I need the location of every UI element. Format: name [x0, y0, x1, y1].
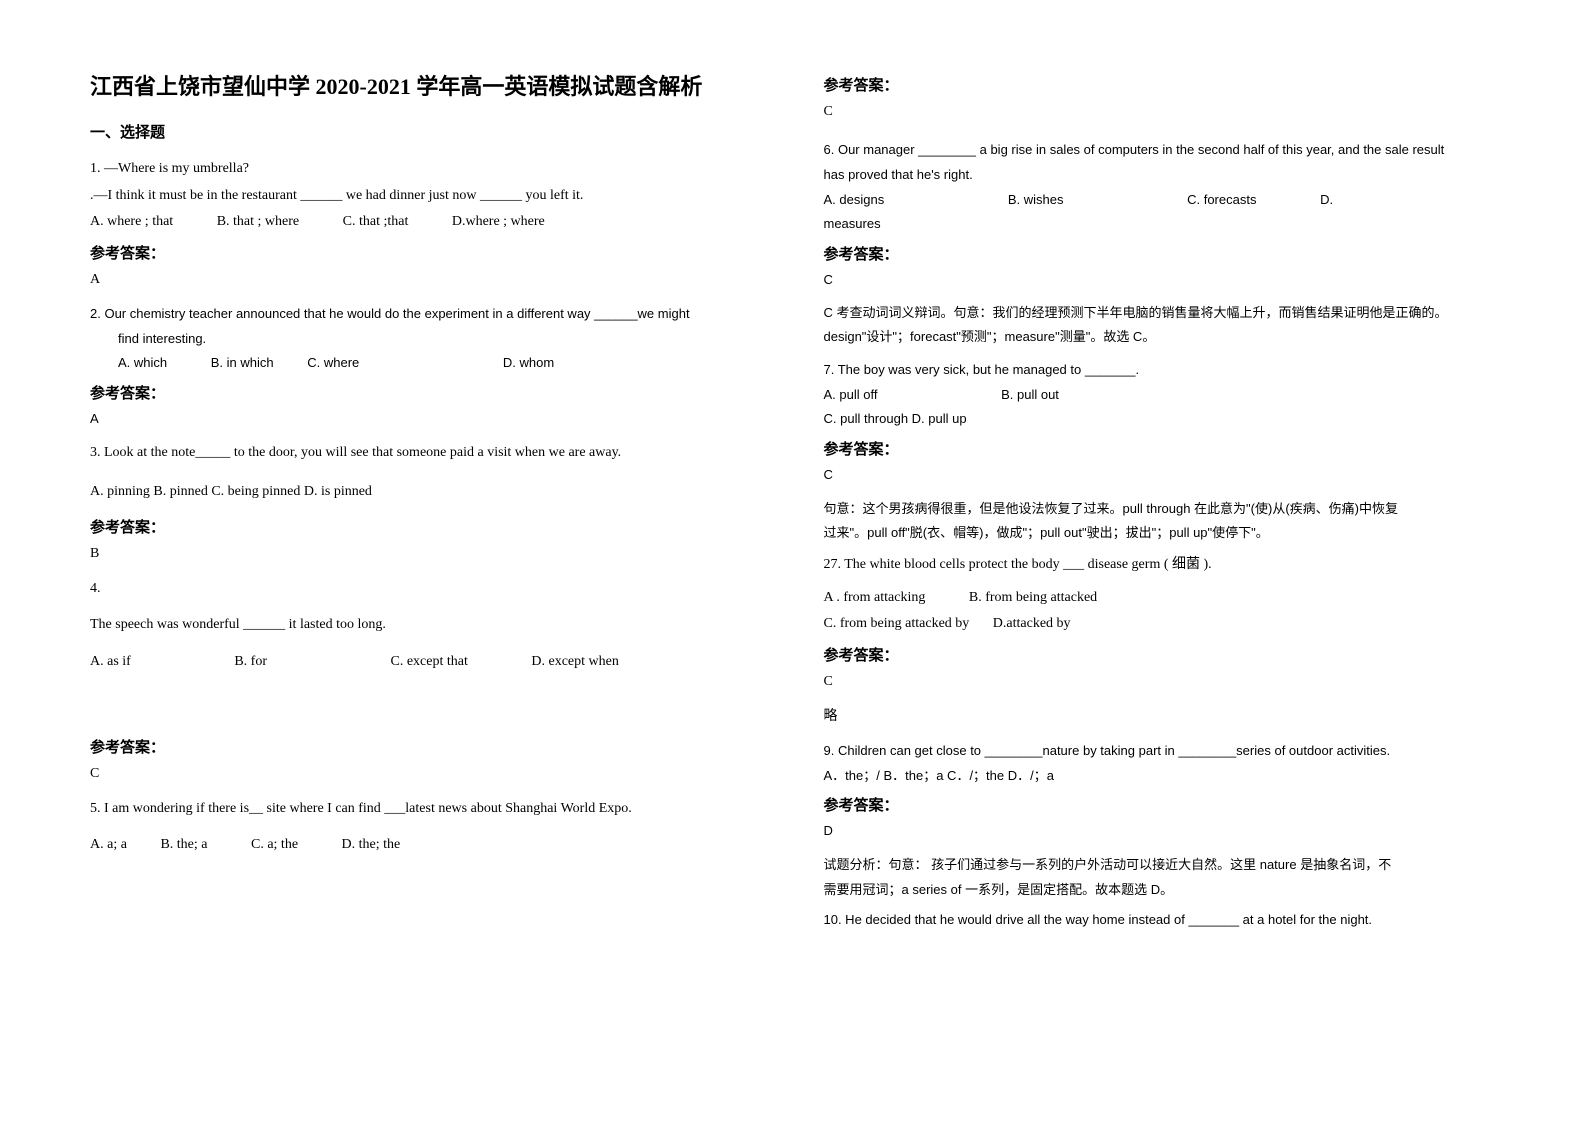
q7-line1: 7. The boy was very sick, but he managed…: [824, 358, 1498, 383]
q5-answer: C: [824, 99, 1498, 124]
q7-options-row1: A. pull off B. pull out: [824, 383, 1498, 408]
q9-options: A．the；/ B．the；a C．/；the D．/；a: [824, 764, 1498, 789]
q7-options-row2: C. pull through D. pull up: [824, 407, 1498, 432]
q2-line2: find interesting.: [90, 327, 764, 352]
q4-line1: The speech was wonderful ______ it laste…: [90, 612, 764, 639]
section-header-1: 一、选择题: [90, 121, 764, 142]
q4-opt-b: B. for: [234, 649, 267, 676]
q27-opt-b: B. from being attacked: [969, 585, 1097, 612]
q1-opt-a: A. where ; that: [90, 209, 173, 236]
q27-opt-c: C. from being attacked by: [824, 611, 970, 638]
q7-opt-b: B. pull out: [1001, 383, 1059, 408]
question-7: 7. The boy was very sick, but he managed…: [824, 358, 1498, 432]
q1-line1: 1. —Where is my umbrella?: [90, 156, 764, 183]
q2-opt-a: A. which: [118, 351, 167, 376]
q3-options: A. pinning B. pinned C. being pinned D. …: [90, 479, 764, 506]
q6-opt-c: C. forecasts: [1187, 188, 1256, 213]
q6-options: A. designs B. wishes C. forecasts D.: [824, 188, 1498, 213]
q7-explanation-1: 句意：这个男孩病得很重，但是他设法恢复了过来。pull through 在此意为…: [824, 497, 1498, 522]
q4-answer-label: 参考答案：: [90, 736, 764, 757]
question-1: 1. —Where is my umbrella? .—I think it m…: [90, 156, 764, 236]
q4-opt-d: D. except when: [531, 649, 618, 676]
q1-answer-label: 参考答案：: [90, 242, 764, 263]
q4-opt-c: C. except that: [391, 649, 468, 676]
q7-explanation-2: 过来"。pull off"脱(衣、帽等)，做成"；pull out"驶出；拔出"…: [824, 521, 1498, 546]
q4-options: A. as if B. for C. except that D. except…: [90, 649, 764, 676]
q3-answer: B: [90, 541, 764, 566]
q1-opt-b: B. that ; where: [217, 209, 299, 236]
q6-opt-a: A. designs: [824, 188, 885, 213]
q1-opt-d: D.where ; where: [452, 209, 545, 236]
q2-answer-label: 参考答案：: [90, 382, 764, 403]
q6-answer: C: [824, 268, 1498, 291]
q27-options-row1: A . from attacking B. from being attacke…: [824, 585, 1498, 612]
q6-opt-b: B. wishes: [1008, 188, 1064, 213]
q6-line1: 6. Our manager ________ a big rise in sa…: [824, 138, 1498, 163]
q27-explanation: 略: [824, 704, 1498, 729]
q5-opt-a: A. a; a: [90, 832, 127, 859]
q4-answer: C: [90, 761, 764, 786]
q1-opt-c: C. that ;that: [343, 209, 409, 236]
question-5: 5. I am wondering if there is__ site whe…: [90, 796, 764, 859]
question-2: 2. Our chemistry teacher announced that …: [90, 302, 764, 376]
q27-opt-d: D.attacked by: [993, 611, 1071, 638]
q27-opt-a: A . from attacking: [824, 585, 926, 612]
q2-line1: 2. Our chemistry teacher announced that …: [90, 302, 764, 327]
q2-opt-b: B. in which: [211, 351, 274, 376]
q9-answer-label: 参考答案：: [824, 794, 1498, 815]
q2-answer: A: [90, 407, 764, 430]
q9-line1: 9. Children can get close to ________nat…: [824, 739, 1498, 764]
q2-opt-d: D. whom: [503, 351, 554, 376]
q27-answer: C: [824, 669, 1498, 694]
question-10: 10. He decided that he would drive all t…: [824, 908, 1498, 933]
q7-answer-label: 参考答案：: [824, 438, 1498, 459]
q6-opt-d: D.: [1320, 188, 1333, 213]
q2-options: A. which B. in which C. where D. whom: [90, 351, 764, 376]
question-4: 4. The speech was wonderful ______ it la…: [90, 576, 764, 676]
q3-line1: 3. Look at the note_____ to the door, yo…: [90, 440, 764, 467]
q4-opt-a: A. as if: [90, 649, 131, 676]
q27-line1: 27. The white blood cells protect the bo…: [824, 552, 1498, 579]
q6-line2: has proved that he's right.: [824, 163, 1498, 188]
q1-options: A. where ; that B. that ; where C. that …: [90, 209, 764, 236]
q1-line2: .—I think it must be in the restaurant _…: [90, 183, 764, 210]
q7-answer: C: [824, 463, 1498, 486]
question-6: 6. Our manager ________ a big rise in sa…: [824, 138, 1498, 237]
question-9: 9. Children can get close to ________nat…: [824, 739, 1498, 788]
q6-line3: measures: [824, 212, 1498, 237]
q1-answer: A: [90, 267, 764, 292]
page-container: 江西省上饶市望仙中学 2020-2021 学年高一英语模拟试题含解析 一、选择题…: [0, 0, 1587, 979]
q5-opt-c: C. a; the: [251, 832, 298, 859]
question-27: 27. The white blood cells protect the bo…: [824, 552, 1498, 638]
q6-explanation: C 考查动词词义辩词。句意：我们的经理预测下半年电脑的销售量将大幅上升，而销售结…: [824, 301, 1498, 348]
q9-explanation-2: 需要用冠词；a series of 一系列，是固定搭配。故本题选 D。: [824, 878, 1498, 903]
left-column: 江西省上饶市望仙中学 2020-2021 学年高一英语模拟试题含解析 一、选择题…: [90, 70, 764, 939]
q2-opt-c: C. where: [307, 351, 359, 376]
q27-answer-label: 参考答案：: [824, 644, 1498, 665]
q9-answer: D: [824, 819, 1498, 842]
document-title: 江西省上饶市望仙中学 2020-2021 学年高一英语模拟试题含解析: [90, 70, 764, 103]
q10-line1: 10. He decided that he would drive all t…: [824, 908, 1498, 933]
q3-answer-label: 参考答案：: [90, 516, 764, 537]
q5-opt-d: D. the; the: [342, 832, 401, 859]
q7-opt-a: A. pull off: [824, 383, 878, 408]
q27-options-row2: C. from being attacked by D.attacked by: [824, 611, 1498, 638]
q5-answer-label: 参考答案：: [824, 74, 1498, 95]
q5-opt-b: B. the; a: [160, 832, 207, 859]
question-3: 3. Look at the note_____ to the door, yo…: [90, 440, 764, 505]
q6-answer-label: 参考答案：: [824, 243, 1498, 264]
right-column: 参考答案： C 6. Our manager ________ a big ri…: [824, 70, 1498, 939]
q4-num: 4.: [90, 576, 764, 603]
q5-line1: 5. I am wondering if there is__ site whe…: [90, 796, 764, 823]
q9-explanation-1: 试题分析：句意： 孩子们通过参与一系列的户外活动可以接近大自然。这里 natur…: [824, 853, 1498, 878]
q5-options: A. a; a B. the; a C. a; the D. the; the: [90, 832, 764, 859]
